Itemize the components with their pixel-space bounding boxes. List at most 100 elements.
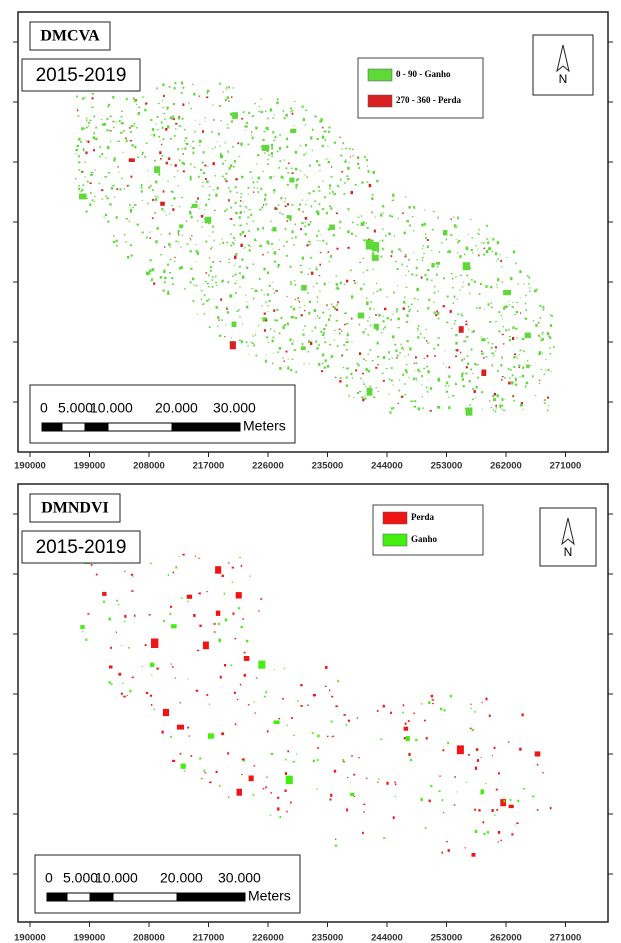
- change-patch: [273, 337, 275, 338]
- change-patch: [299, 204, 301, 206]
- change-patch: [214, 175, 216, 176]
- change-patch: [312, 330, 313, 331]
- change-patch: [475, 830, 478, 833]
- change-patch: [442, 408, 443, 409]
- change-patch: [468, 234, 469, 235]
- change-patch: [306, 200, 307, 201]
- change-patch: [343, 344, 345, 346]
- change-patch: [495, 350, 496, 351]
- change-patch: [182, 83, 183, 84]
- change-patch: [374, 230, 376, 233]
- change-patch: [272, 156, 273, 158]
- change-patch: [177, 170, 178, 171]
- change-patch: [259, 209, 261, 211]
- change-patch: [295, 184, 297, 187]
- change-patch: [148, 186, 150, 188]
- change-patch: [335, 377, 336, 378]
- change-patch: [459, 326, 464, 333]
- change-patch: [430, 785, 432, 787]
- change-patch: [292, 172, 294, 174]
- change-patch: [323, 332, 325, 334]
- change-patch: [287, 368, 289, 370]
- change-patch: [326, 243, 328, 245]
- change-patch: [205, 178, 207, 180]
- change-patch: [134, 146, 136, 149]
- change-patch: [423, 245, 424, 246]
- change-patch: [493, 355, 494, 357]
- change-patch: [526, 382, 529, 385]
- change-patch: [424, 337, 426, 339]
- change-patch: [390, 411, 392, 414]
- change-patch: [295, 236, 297, 238]
- change-patch: [184, 140, 185, 141]
- change-patch: [528, 277, 530, 279]
- change-patch: [268, 342, 269, 343]
- change-patch: [398, 327, 400, 328]
- change-patch: [392, 335, 395, 338]
- scale-segment: [90, 893, 113, 901]
- change-patch: [293, 761, 295, 763]
- change-patch: [496, 284, 497, 285]
- change-patch: [379, 288, 381, 290]
- change-patch: [120, 188, 122, 190]
- change-patch: [235, 202, 237, 204]
- change-patch: [516, 337, 518, 338]
- change-patch: [235, 253, 237, 256]
- change-patch: [243, 248, 244, 249]
- change-patch: [316, 160, 318, 163]
- change-patch: [536, 289, 537, 291]
- change-patch: [199, 758, 201, 760]
- change-patch: [279, 148, 281, 150]
- change-patch: [331, 176, 333, 178]
- change-patch: [196, 285, 198, 287]
- change-patch: [290, 802, 292, 804]
- change-patch: [421, 224, 423, 227]
- x-tick-label: 208000: [133, 933, 165, 943]
- change-patch: [383, 320, 385, 322]
- change-patch: [312, 732, 314, 734]
- change-patch: [295, 317, 297, 319]
- change-patch: [520, 312, 521, 313]
- change-patch: [227, 127, 229, 128]
- change-patch: [417, 328, 419, 330]
- change-patch: [398, 248, 400, 250]
- change-patch: [327, 146, 328, 147]
- change-patch: [155, 198, 157, 201]
- change-patch: [191, 755, 193, 757]
- change-patch: [446, 322, 447, 323]
- change-patch: [199, 124, 200, 125]
- change-patch: [539, 305, 541, 307]
- change-patch: [476, 748, 478, 751]
- change-patch: [491, 347, 493, 349]
- change-patch: [209, 257, 210, 258]
- change-patch: [364, 156, 366, 158]
- change-patch: [101, 153, 103, 155]
- change-patch: [382, 205, 384, 207]
- change-patch: [230, 234, 232, 235]
- change-patch: [209, 236, 210, 237]
- change-patch: [500, 840, 502, 841]
- change-patch: [110, 130, 111, 131]
- change-patch: [216, 771, 218, 773]
- change-patch: [250, 246, 251, 247]
- change-patch: [397, 355, 399, 357]
- change-patch: [261, 111, 263, 113]
- change-patch: [535, 395, 536, 396]
- change-patch: [383, 837, 385, 839]
- change-patch: [312, 150, 313, 151]
- change-patch: [503, 410, 505, 411]
- change-patch: [111, 187, 113, 189]
- change-patch: [499, 330, 501, 332]
- x-tick-label: 271000: [550, 461, 582, 472]
- change-patch: [315, 269, 316, 270]
- change-patch: [201, 290, 203, 291]
- change-patch: [270, 221, 272, 222]
- change-patch: [529, 287, 530, 288]
- change-patch: [319, 275, 321, 276]
- change-patch: [245, 206, 246, 208]
- change-patch: [425, 233, 426, 235]
- change-patch: [163, 709, 169, 716]
- change-patch: [175, 128, 176, 130]
- change-patch: [408, 206, 410, 209]
- change-patch: [107, 146, 109, 149]
